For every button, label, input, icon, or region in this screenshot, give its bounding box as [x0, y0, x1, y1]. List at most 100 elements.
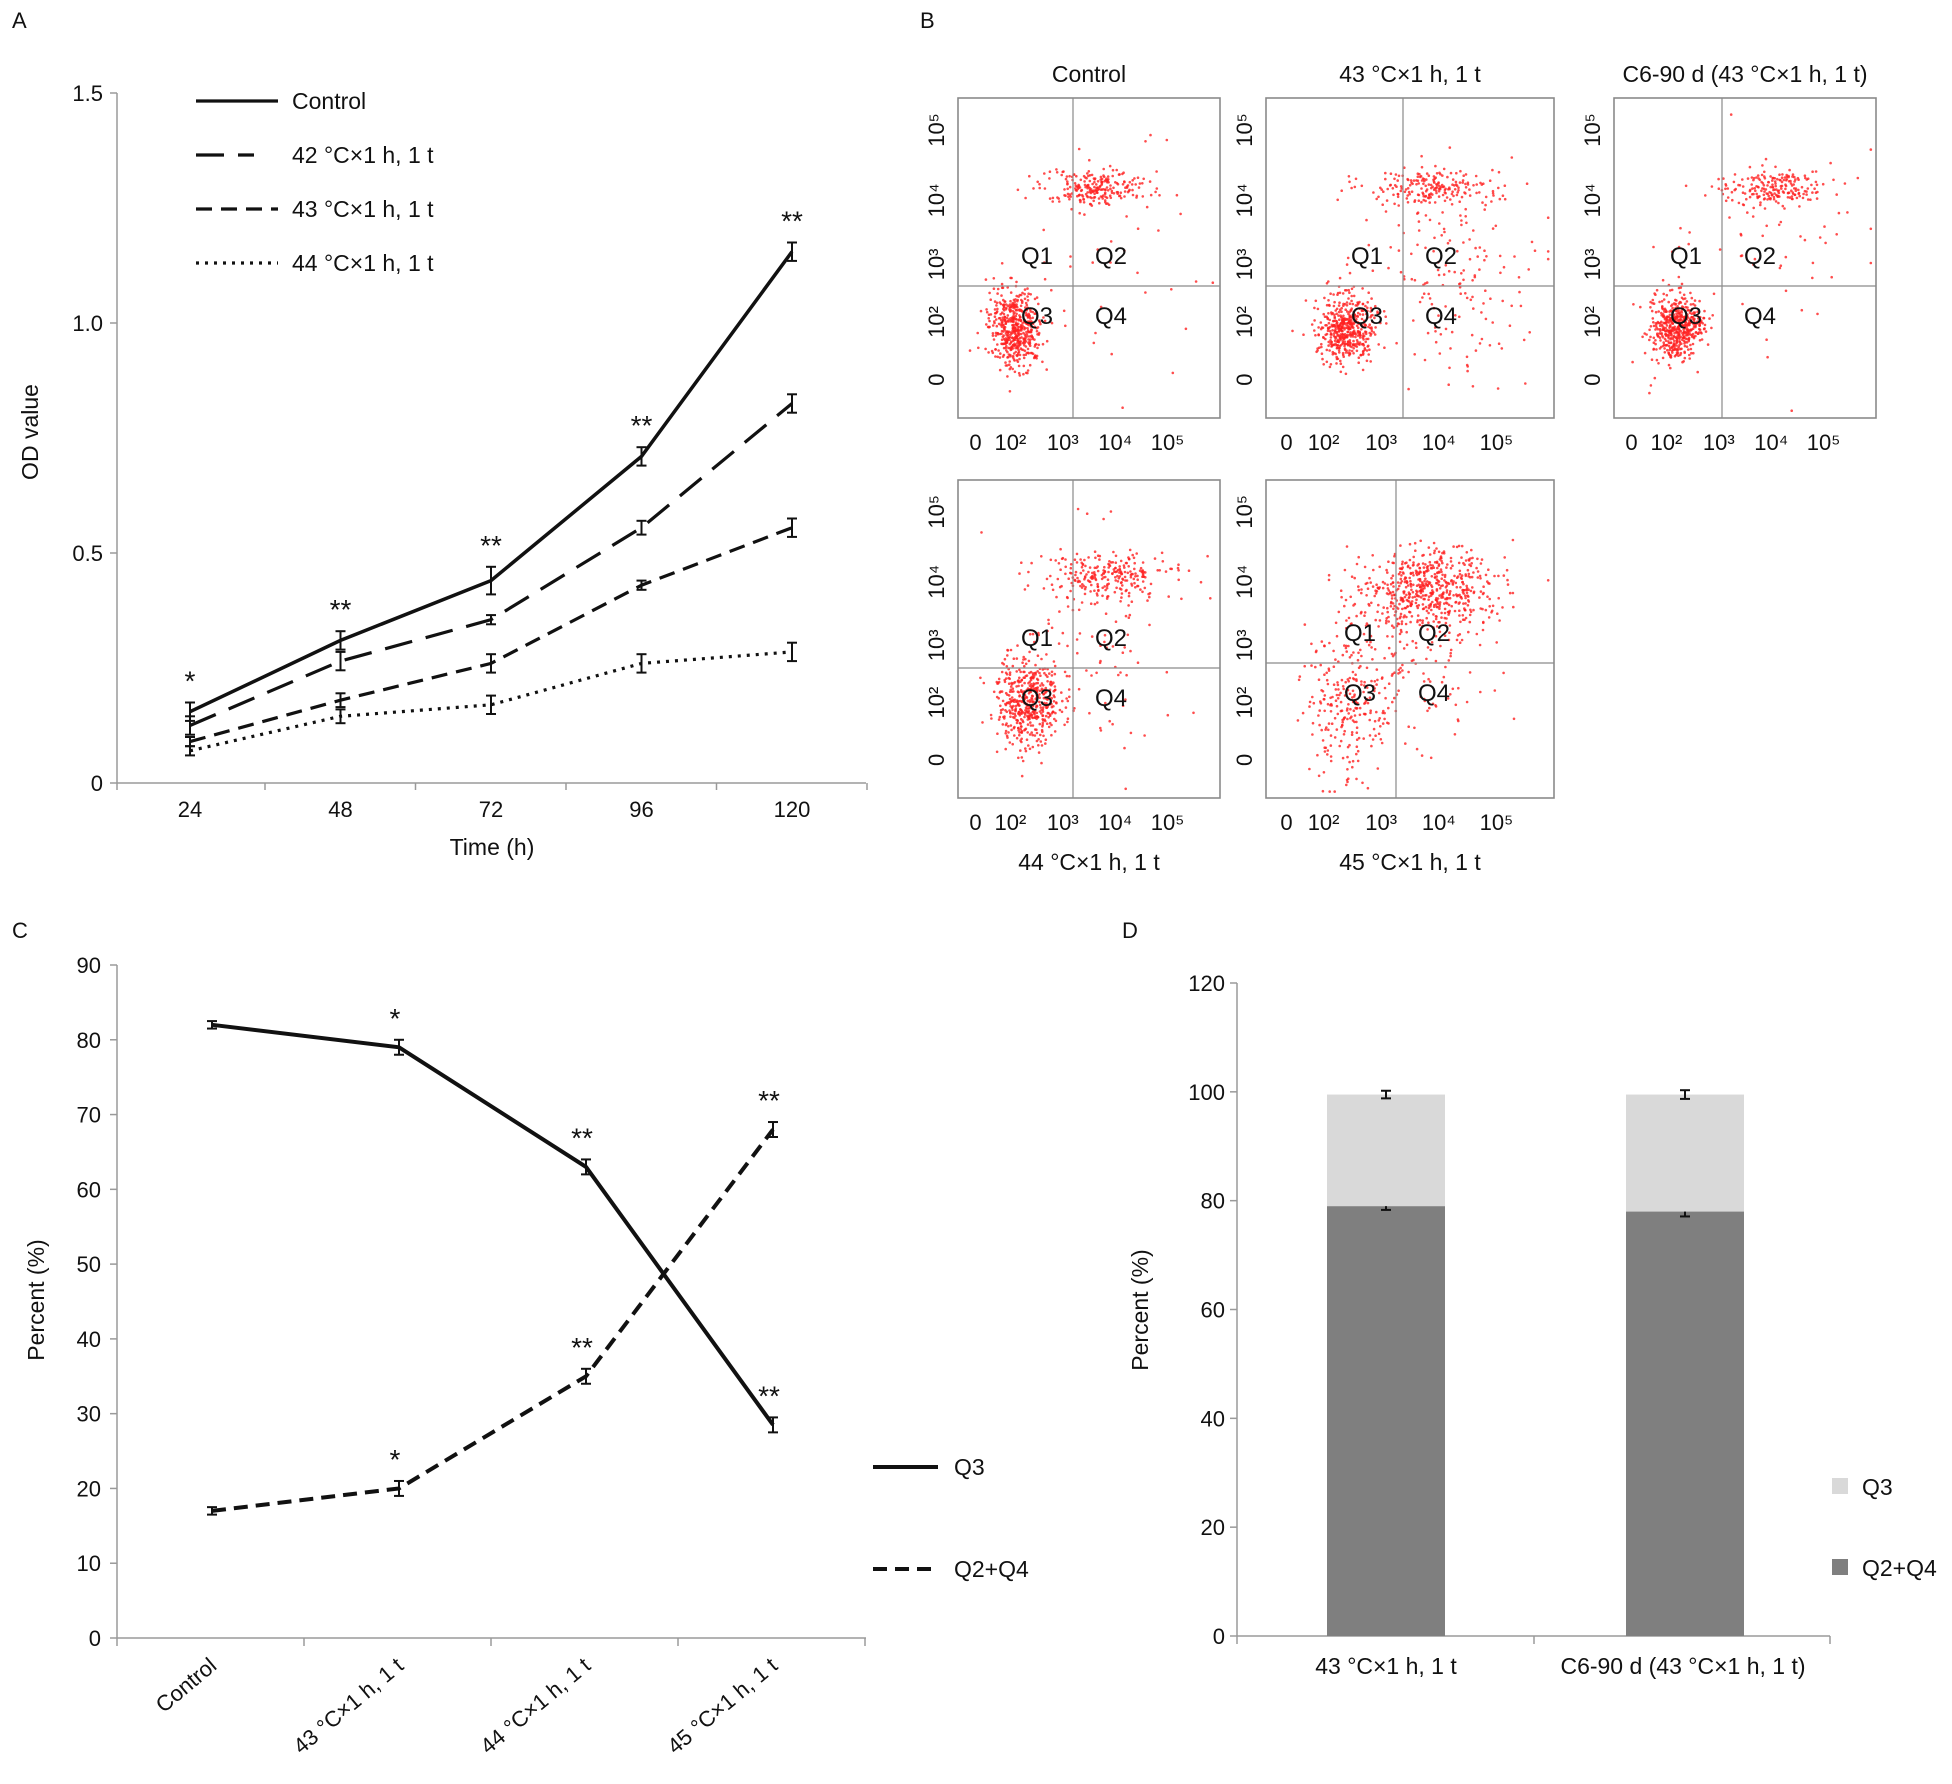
flow-dot — [1041, 714, 1044, 718]
flow-dot — [1079, 178, 1083, 182]
flow-dot — [1328, 641, 1331, 645]
flow-dot — [1052, 689, 1056, 693]
flow-dot — [1430, 575, 1434, 578]
c-significance-marker: ** — [571, 1122, 593, 1153]
flow-dot — [1403, 614, 1406, 617]
flow-dot — [1088, 566, 1092, 569]
flow-dot — [1483, 208, 1486, 211]
flow-dot — [1433, 326, 1437, 329]
flow-dot — [1063, 188, 1066, 191]
flow-dot — [1679, 226, 1682, 230]
flow-dot — [1679, 329, 1683, 333]
flow-dot — [1120, 596, 1123, 599]
flow-dot — [1320, 342, 1323, 346]
flow-dot — [1750, 176, 1754, 179]
flow-dot — [1692, 325, 1696, 328]
flow-dot — [1343, 716, 1347, 719]
flow-dot — [1351, 335, 1355, 338]
flow-dot — [1103, 633, 1107, 637]
a-xtick-label: 120 — [774, 797, 811, 822]
flow-dot — [1654, 310, 1658, 314]
flow-y-tick-label: 10⁴ — [924, 565, 949, 599]
flow-dot — [1662, 343, 1666, 347]
flow-dot — [1384, 177, 1387, 181]
flow-dot — [1343, 694, 1347, 697]
flow-dot — [996, 307, 999, 311]
flow-dot — [1045, 689, 1049, 693]
flow-dot — [1009, 724, 1013, 727]
flow-dot — [1136, 578, 1139, 581]
flow-dot — [1015, 342, 1019, 345]
flow-dot — [1291, 329, 1294, 333]
flow-dot — [1741, 178, 1744, 181]
flow-dot — [1367, 353, 1370, 356]
flow-dot — [1102, 572, 1106, 575]
flow-dot — [1029, 338, 1032, 341]
flow-dot — [1464, 173, 1468, 176]
flow-dot — [1789, 182, 1793, 185]
flow-dot — [1454, 581, 1458, 585]
flow-dot — [1355, 679, 1358, 683]
flow-dot — [1017, 684, 1020, 688]
flow-quadrant-q3: Q3 — [1021, 303, 1053, 330]
flow-dot — [1416, 175, 1420, 178]
flow-dot — [1397, 224, 1401, 227]
flow-dot — [1033, 734, 1037, 737]
flow-dot — [1038, 710, 1042, 713]
flow-dot — [1340, 678, 1344, 682]
flow-quadrant-q1: Q1 — [1344, 620, 1376, 647]
flow-dot — [1464, 192, 1467, 195]
flow-dot — [995, 324, 999, 328]
flow-dot — [1462, 269, 1465, 272]
flow-dot — [1448, 596, 1452, 600]
flow-dot — [1684, 302, 1687, 306]
flow-dot — [1399, 185, 1403, 188]
flow-dot — [1025, 330, 1028, 334]
flow-dot — [1093, 589, 1096, 592]
flow-dot — [1042, 228, 1045, 232]
flow-dot — [1342, 337, 1346, 340]
flow-x-tick-label: 10³ — [1703, 430, 1735, 455]
flow-dot — [1377, 603, 1380, 607]
flow-dot — [1018, 353, 1022, 357]
flow-dot — [1689, 333, 1692, 336]
flow-dot — [1406, 201, 1410, 204]
a-ytick-label: 1.0 — [72, 311, 103, 336]
flow-dot — [1698, 339, 1702, 342]
flow-dot — [1025, 322, 1028, 326]
flow-dot — [1418, 618, 1422, 622]
flow-dot — [1093, 575, 1096, 579]
flow-dot — [1121, 577, 1124, 581]
flow-dot — [1652, 324, 1656, 328]
flow-dot — [1775, 188, 1778, 191]
flow-dot — [1678, 336, 1681, 339]
flow-dot — [1779, 264, 1783, 268]
flow-dot — [1064, 324, 1067, 328]
flow-dot — [1401, 669, 1404, 672]
flow-dot — [1688, 353, 1691, 357]
flow-dot — [1102, 517, 1105, 521]
flow-dot — [1069, 589, 1072, 593]
flow-dot — [1125, 185, 1129, 188]
flow-dot — [1679, 301, 1683, 304]
flow-dot — [1480, 558, 1484, 561]
flow-dot — [1335, 312, 1338, 316]
flow-dot — [1410, 588, 1413, 592]
flow-dot — [1379, 725, 1382, 728]
flow-dot — [1321, 739, 1325, 742]
flow-dot — [1065, 175, 1069, 178]
flow-dot — [1154, 190, 1157, 194]
flow-dot — [1112, 550, 1115, 554]
flow-dot — [999, 352, 1002, 355]
flow-dot — [1048, 672, 1051, 675]
flow-dot — [1296, 719, 1300, 722]
flow-dot — [1458, 609, 1461, 612]
flow-dot — [1418, 623, 1422, 627]
flow-dot — [1047, 618, 1050, 622]
flow-dot — [1370, 744, 1373, 748]
flow-dot — [1327, 299, 1330, 302]
flow-dot — [1357, 356, 1361, 360]
flow-dot — [1357, 736, 1361, 740]
flow-dot — [1478, 596, 1481, 599]
flow-dot — [1413, 541, 1417, 545]
